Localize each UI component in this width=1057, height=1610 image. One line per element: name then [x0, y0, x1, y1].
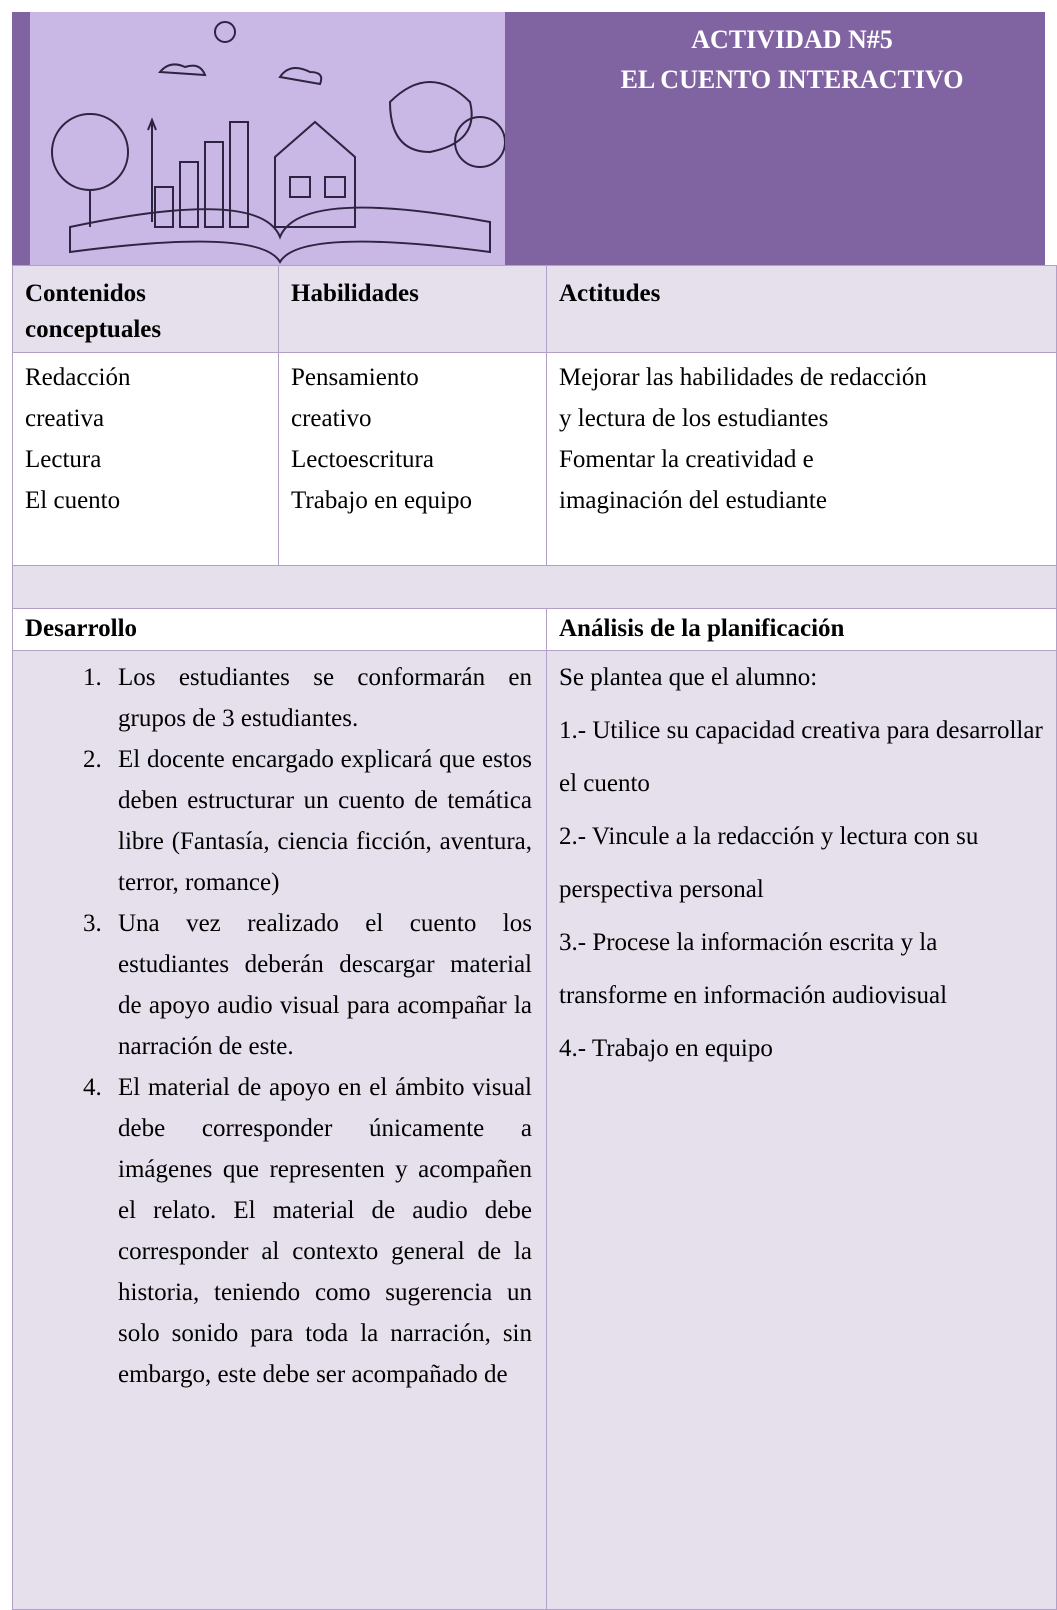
line: creativa [25, 405, 105, 432]
content-cell: Redacción creativa Lectura El cuento [12, 352, 279, 566]
line: y lectura de los estudiantes [559, 405, 829, 432]
header-band: ACTIVIDAD N#5 EL CUENTO INTERACTIVO [12, 12, 1045, 265]
header-cell: Habilidades [278, 265, 547, 353]
header-cell: Contenidos conceptuales [12, 265, 279, 353]
line: Mejorar las habilidades de redacción [559, 364, 927, 391]
desarrollo-list: Los estudiantes se conformarán en grupos… [13, 657, 546, 1395]
section-header: Análisis de la planificación [546, 608, 1057, 651]
title: ACTIVIDAD N#5 EL CUENTO INTERACTIVO [557, 20, 1027, 100]
title-line: ACTIVIDAD N#5 [691, 25, 893, 54]
section-header: Desarrollo [12, 608, 547, 651]
analisis-cell: Se plantea que el alumno: 1.- Utilice su… [546, 650, 1057, 1610]
analisis-item: 3.- Procese la información escrita y la … [559, 929, 948, 1009]
line: Redacción [25, 364, 131, 391]
desarrollo-cell: Los estudiantes se conformarán en grupos… [12, 650, 547, 1610]
list-item: Los estudiantes se conformarán en grupos… [108, 657, 532, 739]
analisis-intro: Se plantea que el alumno: [559, 664, 818, 691]
empty-row [12, 565, 1057, 609]
analisis-item: 2.- Vincule a la redacción y lectura con… [559, 823, 979, 903]
illustration [30, 12, 505, 265]
line: Lectura [25, 446, 102, 473]
analisis-item: 4.- Trabajo en equipo [559, 1035, 773, 1062]
content-cell: Pensamiento creativo Lectoescritura Trabajo… [278, 352, 547, 566]
list-item: Una vez realizado el cuento los estudian… [108, 903, 532, 1067]
line: creativo [291, 405, 372, 432]
list-item: El material de apoyo en el ámbito visual… [108, 1067, 532, 1395]
analisis-item: 1.- Utilice su capacidad creativa para d… [559, 717, 1043, 797]
content-cell: Mejorar las habilidades de redacción y le… [546, 352, 1057, 566]
line: Pensamiento [291, 364, 419, 391]
list-item: El docente encargado explicará que estos… [108, 739, 532, 903]
header-cell: Actitudes [546, 265, 1057, 353]
line: imaginación del estudiante [559, 487, 827, 514]
line: El cuento [25, 487, 121, 514]
line: Fomentar la creatividad e [559, 446, 814, 473]
line: Trabajo en equipo [291, 487, 472, 514]
line: Lectoescritura [291, 446, 434, 473]
title-line: EL CUENTO INTERACTIVO [620, 65, 964, 94]
